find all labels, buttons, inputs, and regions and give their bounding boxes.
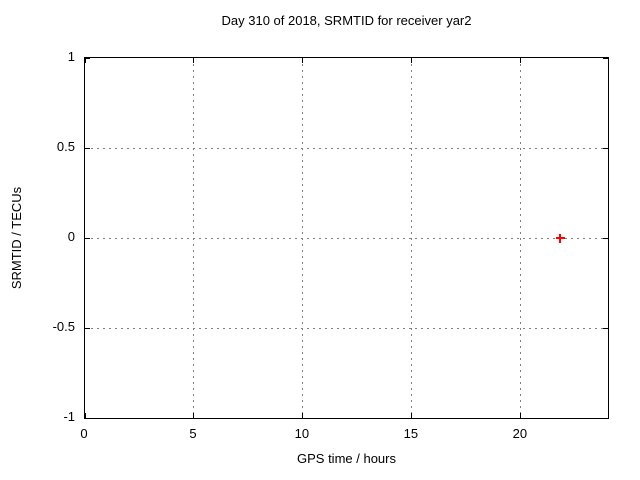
marker-vertical-bar bbox=[559, 233, 562, 243]
y-tick-mark bbox=[603, 147, 608, 149]
x-tick-mark bbox=[84, 413, 86, 418]
y-tick-label: 1 bbox=[67, 49, 75, 64]
y-tick-label: 0.5 bbox=[56, 139, 75, 154]
x-tick-mark bbox=[193, 413, 195, 418]
y-tick-mark bbox=[85, 417, 90, 419]
x-tick-label: 0 bbox=[80, 426, 88, 441]
y-tick-label: -1 bbox=[63, 409, 75, 424]
x-tick-mark bbox=[302, 413, 304, 418]
x-tick-label: 5 bbox=[189, 426, 197, 441]
x-tick-label: 20 bbox=[512, 426, 528, 441]
x-tick-mark bbox=[193, 58, 195, 63]
x-tick-mark bbox=[411, 58, 413, 63]
plot-area bbox=[84, 57, 609, 419]
x-tick-label: 10 bbox=[294, 426, 310, 441]
y-tick-mark bbox=[85, 237, 90, 239]
y-gridline bbox=[85, 237, 608, 239]
y-gridline bbox=[85, 327, 608, 329]
y-tick-mark bbox=[603, 57, 608, 59]
x-axis-label: GPS time / hours bbox=[297, 451, 396, 466]
y-tick-mark bbox=[603, 417, 608, 419]
x-tick-mark bbox=[520, 413, 522, 418]
y-tick-label: 0 bbox=[67, 229, 75, 244]
x-tick-mark bbox=[411, 413, 413, 418]
y-tick-mark bbox=[603, 327, 608, 329]
x-tick-mark bbox=[84, 58, 86, 63]
y-tick-label: -0.5 bbox=[52, 319, 75, 334]
y-tick-mark bbox=[85, 147, 90, 149]
x-tick-mark bbox=[302, 58, 304, 63]
y-tick-mark bbox=[85, 327, 90, 329]
x-tick-label: 15 bbox=[403, 426, 419, 441]
x-tick-mark bbox=[520, 58, 522, 63]
y-tick-mark bbox=[603, 237, 608, 239]
y-gridline bbox=[85, 147, 608, 149]
y-tick-mark bbox=[85, 57, 90, 59]
chart-title: Day 310 of 2018, SRMTID for receiver yar… bbox=[221, 13, 472, 28]
